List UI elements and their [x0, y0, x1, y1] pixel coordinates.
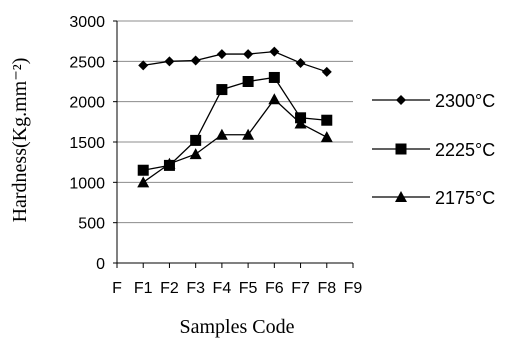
point-2175C-F1 [137, 176, 150, 188]
y-tick-label-1500: 1500 [69, 135, 105, 152]
legend-marker-2225C [395, 143, 407, 155]
point-2225C-F3 [190, 134, 202, 146]
point-2225C-F4 [216, 84, 228, 96]
y-tick-labels: 0 500 1000 1500 2000 2500 3000 [69, 14, 105, 273]
point-2225C-F1 [137, 164, 149, 176]
legend-marker-2175C [395, 191, 407, 202]
x-tick-label-F: F [112, 280, 122, 297]
x-tick-labels: F F1 F2 F3 F4 F5 F6 F7 F8 F9 [112, 280, 362, 297]
point-2300C-F2 [164, 56, 175, 67]
legend-label-2300C: 2300°C [435, 91, 495, 111]
point-2300C-F3 [190, 55, 201, 66]
point-2175C-F3 [189, 148, 202, 160]
point-2300C-F4 [216, 49, 227, 60]
y-axis-title: Hardness(Kg.mm⁻²) [9, 58, 31, 223]
point-2300C-F8 [321, 66, 332, 77]
y-tick-label-500: 500 [78, 216, 105, 233]
x-tick-label-F9: F9 [344, 280, 363, 297]
point-2175C-F7 [294, 117, 307, 129]
y-tick-label-0: 0 [96, 256, 105, 273]
series-markers [137, 46, 333, 188]
y-tick-label-2000: 2000 [69, 95, 105, 112]
point-2175C-F8 [320, 131, 333, 143]
y-tick-label-3000: 3000 [69, 14, 105, 31]
point-2175C-F2 [163, 157, 176, 169]
x-tick-label-F7: F7 [291, 280, 310, 297]
legend-label-2175C: 2175°C [435, 188, 495, 208]
point-2225C-F6 [268, 71, 280, 83]
point-2300C-F5 [243, 49, 254, 60]
point-2175C-F6 [268, 93, 281, 105]
point-2175C-F4 [215, 128, 228, 140]
legend-label-2225C: 2225°C [435, 140, 495, 160]
point-2175C-F5 [242, 128, 255, 140]
y-tick-label-2500: 2500 [69, 54, 105, 71]
axes [113, 20, 354, 268]
legend-marker-2300C [396, 95, 406, 105]
point-2225C-F5 [242, 76, 254, 87]
x-tick-label-F5: F5 [239, 280, 258, 297]
point-2300C-F6 [269, 46, 280, 57]
point-2300C-F1 [138, 60, 149, 71]
x-axis-title: Samples Code [180, 316, 295, 338]
y-tick-label-1000: 1000 [69, 175, 105, 192]
point-2300C-F7 [295, 57, 306, 68]
legend: 2300°C 2225°C 2175°C [372, 91, 495, 208]
x-tick-label-F1: F1 [134, 280, 153, 297]
x-tick-label-F6: F6 [265, 280, 284, 297]
x-tick-label-F2: F2 [160, 280, 179, 297]
gridlines [117, 20, 353, 224]
point-2225C-F8 [321, 114, 333, 126]
x-tick-label-F3: F3 [186, 280, 205, 297]
x-tick-label-F8: F8 [317, 280, 336, 297]
x-tick-label-F4: F4 [213, 280, 232, 297]
